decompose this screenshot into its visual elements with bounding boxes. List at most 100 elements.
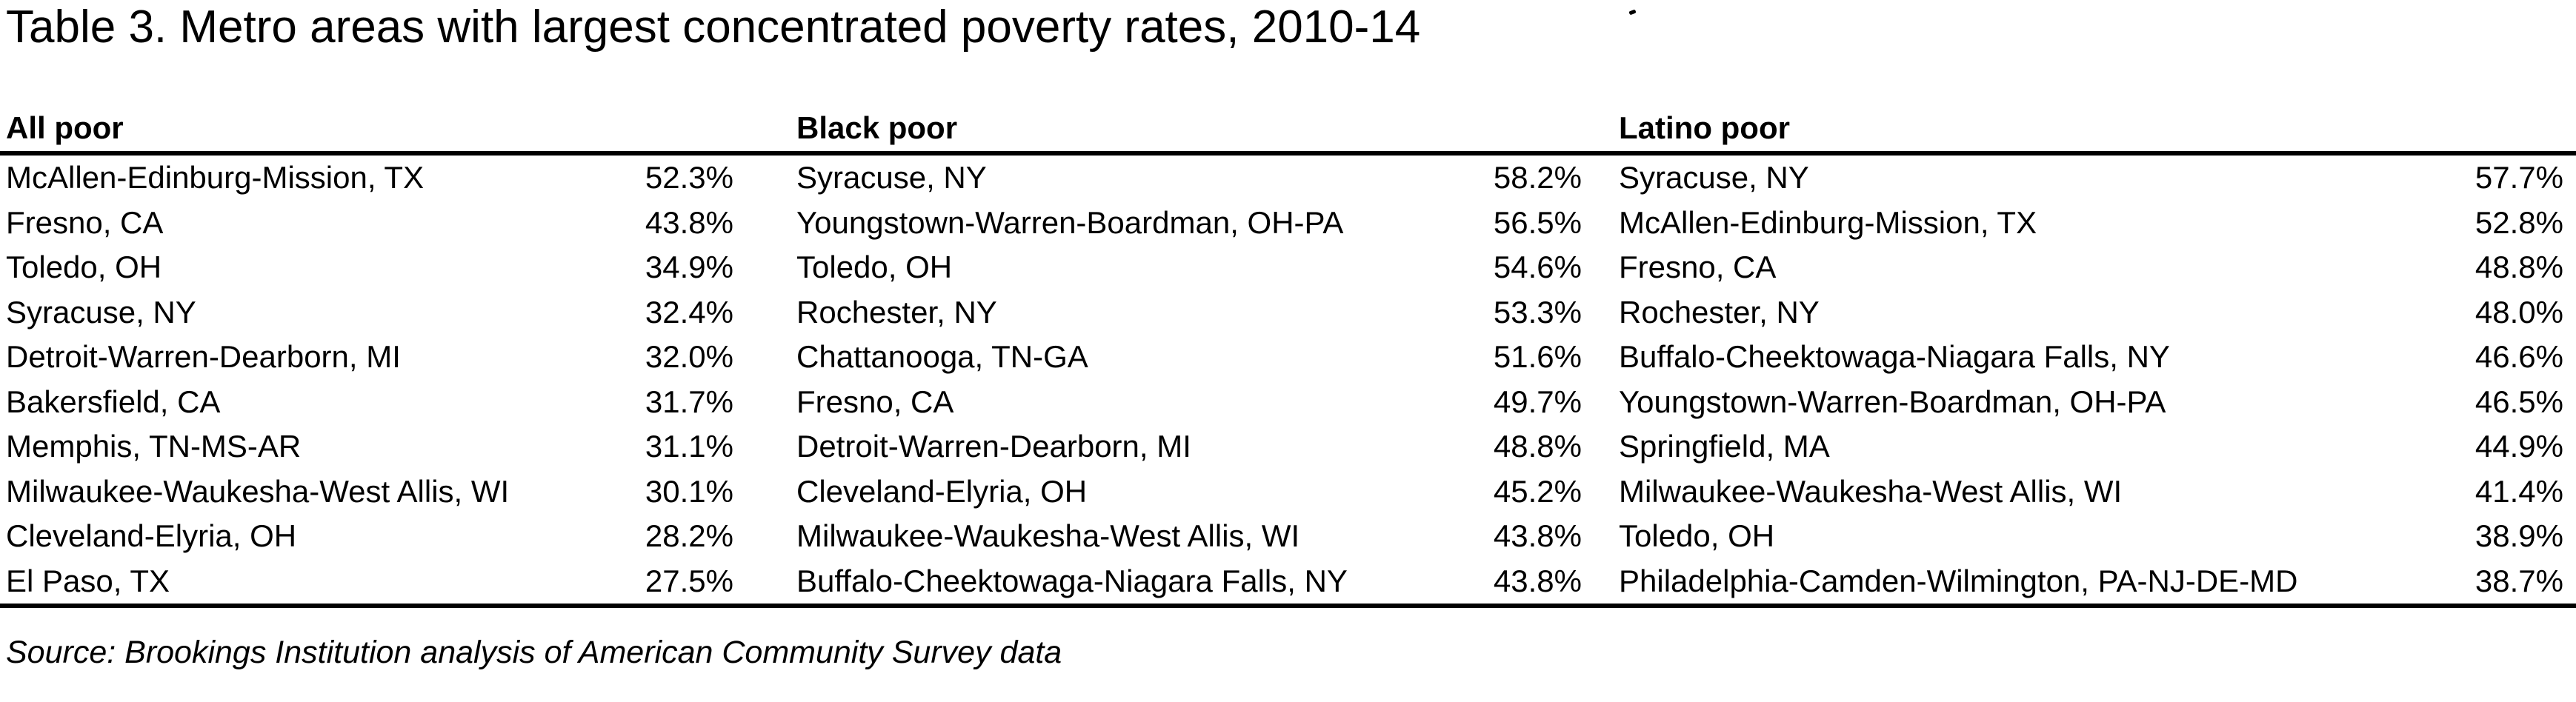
poverty-rate: 32.0% [645,339,733,375]
metro-name: Fresno, CA [1619,250,1777,285]
poverty-rate: 54.6% [1493,250,1582,285]
poverty-rate: 27.5% [645,563,733,598]
metro-name: Bakersfield, CA [6,384,221,419]
metro-name: Milwaukee-Waukesha-West Allis, WI [6,473,510,509]
table-row: Milwaukee-Waukesha-West Allis, WI 30.1% [6,469,733,515]
table-row: Rochester, NY 48.0% [1619,290,2563,335]
poverty-rate: 52.8% [2475,204,2563,240]
metro-name: Syracuse, NY [796,160,987,195]
metro-name: El Paso, TX [6,563,170,598]
poverty-rate: 51.6% [1493,339,1582,375]
table-row: Buffalo-Cheektowaga-Niagara Falls, NY 46.… [1619,335,2563,380]
poverty-rate: 30.1% [645,473,733,509]
poverty-rate: 32.4% [645,294,733,330]
metro-name: Chattanooga, TN-GA [796,339,1088,375]
table-row: Fresno, CA 43.8% [6,201,733,246]
table-row: Syracuse, NY 32.4% [6,290,733,335]
table-row: Detroit-Warren-Dearborn, MI 32.0% [6,335,733,380]
column-gap [733,105,796,151]
column-header: Black poor [796,110,958,145]
table-row: McAllen-Edinburg-Mission, TX 52.3% [6,156,733,201]
poverty-rate: 43.8% [1493,563,1582,598]
metro-name: Fresno, CA [796,384,954,419]
bottom-rule [0,604,2576,608]
column-gap [1582,105,1619,151]
table-row: Memphis, TN-MS-AR 31.1% [6,424,733,469]
header-rule [0,151,2576,156]
metro-name: Toledo, OH [6,250,162,285]
metro-name: Rochester, NY [1619,294,1820,330]
metro-name: Rochester, NY [796,294,997,330]
table-title: Table 3. Metro areas with largest concen… [6,1,1421,53]
table-row: Philadelphia-Camden-Wilmington, PA-NJ-DE… [1619,559,2563,604]
table-row: Toledo, OH 38.9% [1619,514,2563,559]
poverty-rate: 43.8% [1493,518,1582,554]
poverty-rate: 43.8% [645,204,733,240]
table-row: Syracuse, NY 58.2% [796,156,1582,201]
column-gap [733,156,796,604]
poverty-rate: 48.8% [2475,250,2563,285]
poverty-rate: 48.8% [1493,429,1582,464]
column-group-black-poor: Syracuse, NY 58.2% Youngstown-Warren-Boar… [796,156,1582,604]
table-row: McAllen-Edinburg-Mission, TX 52.8% [1619,201,2563,246]
metro-name: Buffalo-Cheektowaga-Niagara Falls, NY [1619,339,2170,375]
poverty-rate: 34.9% [645,250,733,285]
table-row: Milwaukee-Waukesha-West Allis, WI 41.4% [1619,469,2563,515]
table-row: Fresno, CA 48.8% [1619,245,2563,290]
table-body: McAllen-Edinburg-Mission, TX 52.3% Fresno… [6,156,2563,604]
poverty-rate: 46.6% [2475,339,2563,375]
poverty-rate: 31.7% [645,384,733,419]
table-row: Buffalo-Cheektowaga-Niagara Falls, NY 43.… [796,559,1582,604]
poverty-rate: 57.7% [2475,160,2563,195]
poverty-rate: 49.7% [1493,384,1582,419]
poverty-rate: 44.9% [2475,429,2563,464]
metro-name: Memphis, TN-MS-AR [6,429,302,464]
metro-name: Buffalo-Cheektowaga-Niagara Falls, NY [796,563,1348,598]
poverty-rate: 48.0% [2475,294,2563,330]
column-gap [1582,156,1619,604]
metro-name: Syracuse, NY [6,294,196,330]
metro-name: Toledo, OH [796,250,953,285]
table-row: Milwaukee-Waukesha-West Allis, WI 43.8% [796,514,1582,559]
metro-name: Springfield, MA [1619,429,1830,464]
metro-name: Milwaukee-Waukesha-West Allis, WI [1619,473,2123,509]
table-row: Cleveland-Elyria, OH 28.2% [6,514,733,559]
header-cell-black-poor: Black poor [796,105,1582,151]
metro-name: Detroit-Warren-Dearborn, MI [6,339,401,375]
poverty-table: All poor Black poor Latino poor McAllen-… [0,105,2576,608]
poverty-rate: 45.2% [1493,473,1582,509]
header-cell-all-poor: All poor [6,105,733,151]
source-note: Source: Brookings Institution analysis o… [6,635,1062,670]
metro-name: McAllen-Edinburg-Mission, TX [6,160,425,195]
table-row: Springfield, MA 44.9% [1619,424,2563,469]
metro-name: Toledo, OH [1619,518,1775,554]
poverty-rate: 31.1% [645,429,733,464]
table-row: Rochester, NY 53.3% [796,290,1582,335]
metro-name: Cleveland-Elyria, OH [6,518,297,554]
table-row: Youngstown-Warren-Boardman, OH-PA 46.5% [1619,380,2563,425]
metro-name: Youngstown-Warren-Boardman, OH-PA [796,204,1344,240]
table-row: Youngstown-Warren-Boardman, OH-PA 56.5% [796,201,1582,246]
table-row: Cleveland-Elyria, OH 45.2% [796,469,1582,515]
table-row: Toledo, OH 54.6% [796,245,1582,290]
poverty-rate: 46.5% [2475,384,2563,419]
poverty-rate: 38.9% [2475,518,2563,554]
table-row: El Paso, TX 27.5% [6,559,733,604]
poverty-rate: 38.7% [2475,563,2563,598]
poverty-rate: 41.4% [2475,473,2563,509]
poverty-rate: 58.2% [1493,160,1582,195]
table-row: Fresno, CA 49.7% [796,380,1582,425]
metro-name: Philadelphia-Camden-Wilmington, PA-NJ-DE… [1619,563,2298,598]
metro-name: Syracuse, NY [1619,160,1809,195]
table-row: Syracuse, NY 57.7% [1619,156,2563,201]
column-header: All poor [6,110,124,145]
metro-name: Youngstown-Warren-Boardman, OH-PA [1619,384,2166,419]
column-header: Latino poor [1619,110,1790,145]
metro-name: Milwaukee-Waukesha-West Allis, WI [796,518,1300,554]
column-group-all-poor: McAllen-Edinburg-Mission, TX 52.3% Fresno… [6,156,733,604]
metro-name: Cleveland-Elyria, OH [796,473,1088,509]
poverty-rate: 56.5% [1493,204,1582,240]
metro-name: Fresno, CA [6,204,164,240]
header-cell-latino-poor: Latino poor [1619,105,2563,151]
